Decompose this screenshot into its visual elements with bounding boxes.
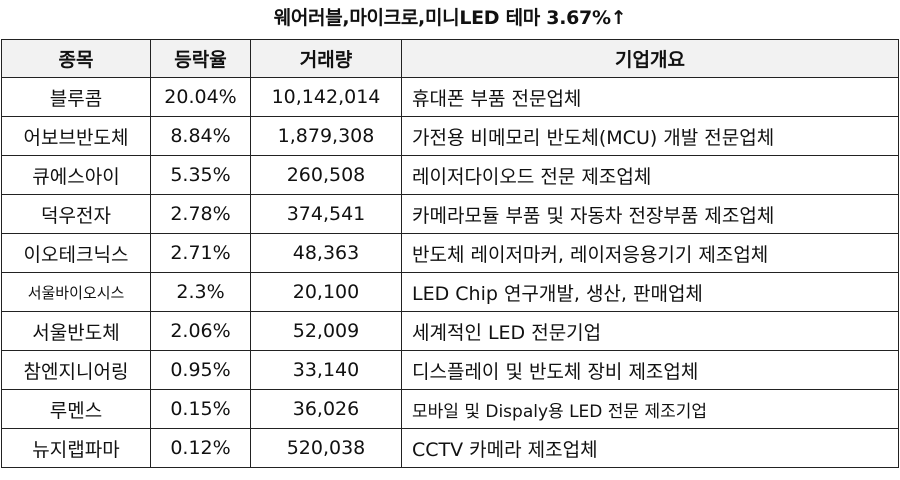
change-rate: 2.06% (150, 311, 251, 351)
stock-name: 큐에스아이 (1, 155, 151, 195)
change-rate: 0.12% (150, 428, 251, 468)
company-overview: LED Chip 연구개발, 생산, 판매업체 (401, 272, 899, 312)
trade-volume: 260,508 (250, 155, 402, 195)
table-row: 루멘스 0.15% 36,026 모바일 및 Dispaly용 LED 전문 제… (1, 389, 899, 429)
change-rate: 5.35% (150, 155, 251, 195)
company-overview: 반도체 레이저마커, 레이저응용기기 제조업체 (401, 233, 899, 273)
trade-volume: 520,038 (250, 428, 402, 468)
table-row: 서울바이오시스 2.3% 20,100 LED Chip 연구개발, 생산, 판… (1, 272, 899, 312)
change-rate: 0.15% (150, 389, 251, 429)
header-name: 종목 (1, 39, 151, 78)
change-rate: 0.95% (150, 350, 251, 390)
stock-name: 이오테크닉스 (1, 233, 151, 273)
change-rate: 20.04% (150, 77, 251, 117)
change-rate: 2.3% (150, 272, 251, 312)
table-row: 참엔지니어링 0.95% 33,140 디스플레이 및 반도체 장비 제조업체 (1, 350, 899, 390)
table-header-row: 종목 등락율 거래량 기업개요 (1, 39, 899, 78)
stock-name: 서울반도체 (1, 311, 151, 351)
header-volume: 거래량 (250, 39, 402, 78)
stock-name: 어보브반도체 (1, 116, 151, 156)
stock-name: 뉴지랩파마 (1, 428, 151, 468)
table-row: 덕우전자 2.78% 374,541 카메라모듈 부품 및 자동차 전장부품 제… (1, 194, 899, 234)
stock-table: 종목 등락율 거래량 기업개요 블루콤 20.04% 10,142,014 휴대… (1, 39, 899, 468)
trade-volume: 36,026 (250, 389, 402, 429)
company-overview: 디스플레이 및 반도체 장비 제조업체 (401, 350, 899, 390)
trade-volume: 20,100 (250, 272, 402, 312)
table-row: 어보브반도체 8.84% 1,879,308 가전용 비메모리 반도체(MCU)… (1, 116, 899, 156)
table-row: 뉴지랩파마 0.12% 520,038 CCTV 카메라 제조업체 (1, 428, 899, 468)
trade-volume: 10,142,014 (250, 77, 402, 117)
table-row: 이오테크닉스 2.71% 48,363 반도체 레이저마커, 레이저응용기기 제… (1, 233, 899, 273)
company-overview: 세계적인 LED 전문기업 (401, 311, 899, 351)
stock-name: 서울바이오시스 (1, 272, 151, 312)
table-row: 블루콤 20.04% 10,142,014 휴대폰 부품 전문업체 (1, 77, 899, 117)
company-overview: 레이저다이오드 전문 제조업체 (401, 155, 899, 195)
trade-volume: 52,009 (250, 311, 402, 351)
trade-volume: 48,363 (250, 233, 402, 273)
header-change: 등락율 (150, 39, 251, 78)
stock-name: 참엔지니어링 (1, 350, 151, 390)
change-rate: 8.84% (150, 116, 251, 156)
header-overview: 기업개요 (401, 39, 899, 78)
company-overview: 카메라모듈 부품 및 자동차 전장부품 제조업체 (401, 194, 899, 234)
page-title: 웨어러블,마이크로,미니LED 테마 3.67%↑ (273, 7, 627, 29)
change-rate: 2.71% (150, 233, 251, 273)
trade-volume: 374,541 (250, 194, 402, 234)
company-overview: 모바일 및 Dispaly용 LED 전문 제조기업 (401, 389, 899, 429)
company-overview: CCTV 카메라 제조업체 (401, 428, 899, 468)
company-overview: 가전용 비메모리 반도체(MCU) 개발 전문업체 (401, 116, 899, 156)
table-row: 서울반도체 2.06% 52,009 세계적인 LED 전문기업 (1, 311, 899, 351)
table-row: 큐에스아이 5.35% 260,508 레이저다이오드 전문 제조업체 (1, 155, 899, 195)
change-rate: 2.78% (150, 194, 251, 234)
trade-volume: 33,140 (250, 350, 402, 390)
stock-name: 덕우전자 (1, 194, 151, 234)
company-overview: 휴대폰 부품 전문업체 (401, 77, 899, 117)
stock-name: 블루콤 (1, 77, 151, 117)
stock-name: 루멘스 (1, 389, 151, 429)
trade-volume: 1,879,308 (250, 116, 402, 156)
